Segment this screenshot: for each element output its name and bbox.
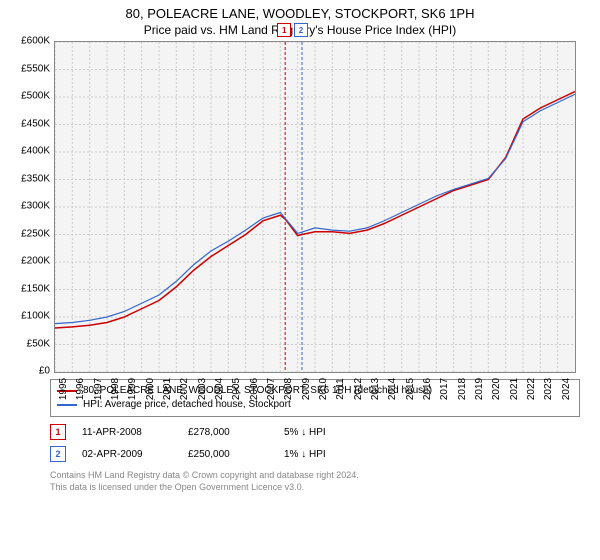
x-tick-label: 2024 [557, 378, 572, 400]
x-tick-label: 2019 [470, 378, 485, 400]
y-tick-label: £400K [21, 146, 54, 157]
event-marker: 1 [277, 23, 291, 37]
x-tick-label: 2017 [435, 378, 450, 400]
y-tick-label: £0 [39, 366, 54, 377]
event-row: 2 02-APR-2009 £250,000 1% ↓ HPI [50, 443, 580, 465]
y-tick-label: £350K [21, 173, 54, 184]
y-tick-label: £50K [27, 338, 54, 349]
x-tick-label: 2001 [158, 378, 173, 400]
event-row: 1 11-APR-2008 £278,000 5% ↓ HPI [50, 421, 580, 443]
x-tick-label: 2002 [175, 378, 190, 400]
x-tick-label: 2014 [383, 378, 398, 400]
y-tick-label: £150K [21, 283, 54, 294]
x-tick-label: 2015 [401, 378, 416, 400]
event-date: 11-APR-2008 [82, 427, 172, 438]
footer-line2: This data is licensed under the Open Gov… [50, 481, 580, 493]
x-tick-label: 2009 [297, 378, 312, 400]
footer-line1: Contains HM Land Registry data © Crown c… [50, 469, 580, 481]
events-table: 1 11-APR-2008 £278,000 5% ↓ HPI 2 02-APR… [50, 421, 580, 465]
x-tick-label: 2006 [245, 378, 260, 400]
event-marker: 2 [294, 23, 308, 37]
y-tick-label: £200K [21, 256, 54, 267]
x-tick-label: 2004 [210, 378, 225, 400]
x-tick-label: 1995 [54, 378, 69, 400]
event-delta: 1% ↓ HPI [284, 449, 326, 460]
footer: Contains HM Land Registry data © Crown c… [50, 469, 580, 493]
y-tick-label: £600K [21, 36, 54, 47]
y-tick-label: £450K [21, 118, 54, 129]
y-tick-label: £550K [21, 63, 54, 74]
x-tick-label: 1999 [123, 378, 138, 400]
x-tick-label: 2013 [366, 378, 381, 400]
y-tick-label: £300K [21, 201, 54, 212]
x-tick-label: 2005 [227, 378, 242, 400]
x-tick-label: 2021 [505, 378, 520, 400]
event-price: £250,000 [188, 449, 268, 460]
x-tick-label: 2023 [539, 378, 554, 400]
x-tick-label: 2010 [314, 378, 329, 400]
x-tick-label: 2022 [522, 378, 537, 400]
x-tick-label: 1998 [106, 378, 121, 400]
event-date: 02-APR-2009 [82, 449, 172, 460]
x-tick-label: 2012 [349, 378, 364, 400]
event-marker-box: 1 [50, 424, 66, 440]
x-tick-label: 2016 [418, 378, 433, 400]
x-tick-label: 2020 [487, 378, 502, 400]
x-tick-label: 2011 [331, 378, 346, 400]
event-delta: 5% ↓ HPI [284, 427, 326, 438]
x-tick-label: 2003 [193, 378, 208, 400]
chart-title-line1: 80, POLEACRE LANE, WOODLEY, STOCKPORT, S… [0, 0, 600, 21]
y-tick-label: £500K [21, 91, 54, 102]
x-tick-label: 1997 [89, 378, 104, 400]
legend-swatch [57, 404, 77, 406]
y-tick-label: £100K [21, 311, 54, 322]
x-tick-label: 2007 [262, 378, 277, 400]
chart-svg [54, 41, 576, 373]
event-price: £278,000 [188, 427, 268, 438]
y-tick-label: £250K [21, 228, 54, 239]
price-chart: £0£50K£100K£150K£200K£250K£300K£350K£400… [54, 41, 574, 371]
x-tick-label: 1996 [71, 378, 86, 400]
event-marker-box: 2 [50, 446, 66, 462]
x-tick-label: 2008 [279, 378, 294, 400]
x-tick-label: 2018 [453, 378, 468, 400]
x-tick-label: 2000 [141, 378, 156, 400]
